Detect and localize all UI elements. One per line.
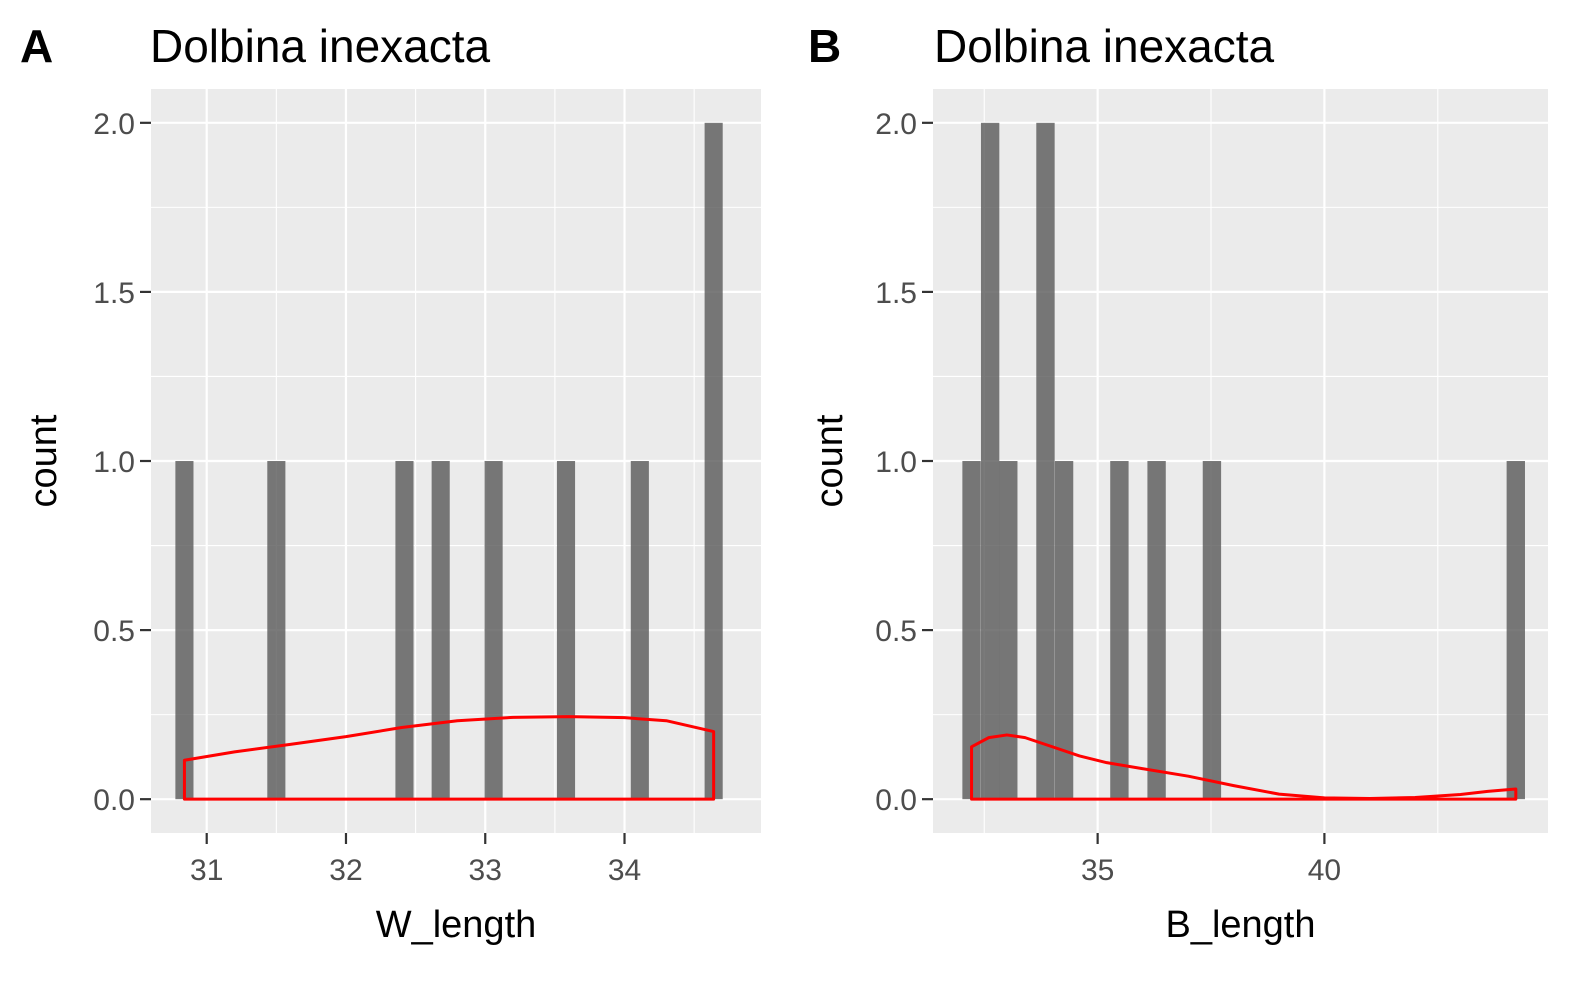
x-axis-title: W_length [376, 904, 537, 946]
panel-letter: A [20, 20, 53, 72]
panel-b: 0.0 0.5 1.0 1.5 2.0 35 40 B_length count B Dolbina… [808, 20, 1548, 946]
histogram-bar [556, 461, 576, 800]
x-tick-label: 31 [190, 854, 223, 887]
y-tick-label: 0.0 [875, 784, 917, 817]
y-tick-label: 0.5 [875, 615, 917, 648]
histogram-bar [962, 461, 981, 800]
histogram-bar [395, 461, 414, 800]
histogram-bar [1110, 461, 1129, 800]
histogram-bar [484, 461, 503, 800]
y-tick-label: 2.0 [93, 108, 135, 141]
histogram-bar [175, 461, 194, 800]
panel-title: Dolbina inexacta [934, 20, 1275, 72]
histogram-bar [267, 461, 286, 800]
y-tick-label: 1.0 [875, 446, 917, 479]
y-tick-label: 1.5 [875, 277, 917, 310]
density-curve [182, 715, 716, 801]
y-tick-label: 1.5 [93, 277, 135, 310]
histogram-bar [1506, 461, 1525, 800]
histogram-bar [630, 461, 649, 800]
x-tick-label: 34 [608, 854, 641, 887]
histogram-bar [1147, 461, 1166, 800]
histogram-bar [1036, 122, 1055, 800]
x-tick-label: 32 [329, 854, 362, 887]
histogram-bar [999, 461, 1018, 800]
panel-letter: B [808, 20, 841, 72]
x-tick-label: 35 [1081, 854, 1114, 887]
histogram-bar [704, 122, 723, 800]
density-curve [970, 733, 1518, 801]
histogram-bar [980, 122, 1000, 800]
y-axis-title: count [23, 414, 65, 507]
y-tick-label: 0.5 [93, 615, 135, 648]
histogram-bar [1202, 461, 1222, 800]
histogram-bar [431, 461, 450, 800]
y-tick-label: 0.0 [93, 784, 135, 817]
panel-a: 0.0 0.5 1.0 1.5 2.0 31 32 33 34 W_length count A Dol… [20, 20, 761, 946]
panel-title: Dolbina inexacta [150, 20, 491, 72]
x-tick-label: 40 [1308, 854, 1341, 887]
histogram-bar [1054, 461, 1074, 800]
x-tick-label: 33 [469, 854, 502, 887]
x-axis-title: B_length [1165, 904, 1315, 946]
y-axis-title: count [809, 414, 851, 507]
y-tick-label: 1.0 [93, 446, 135, 479]
y-tick-label: 2.0 [875, 108, 917, 141]
